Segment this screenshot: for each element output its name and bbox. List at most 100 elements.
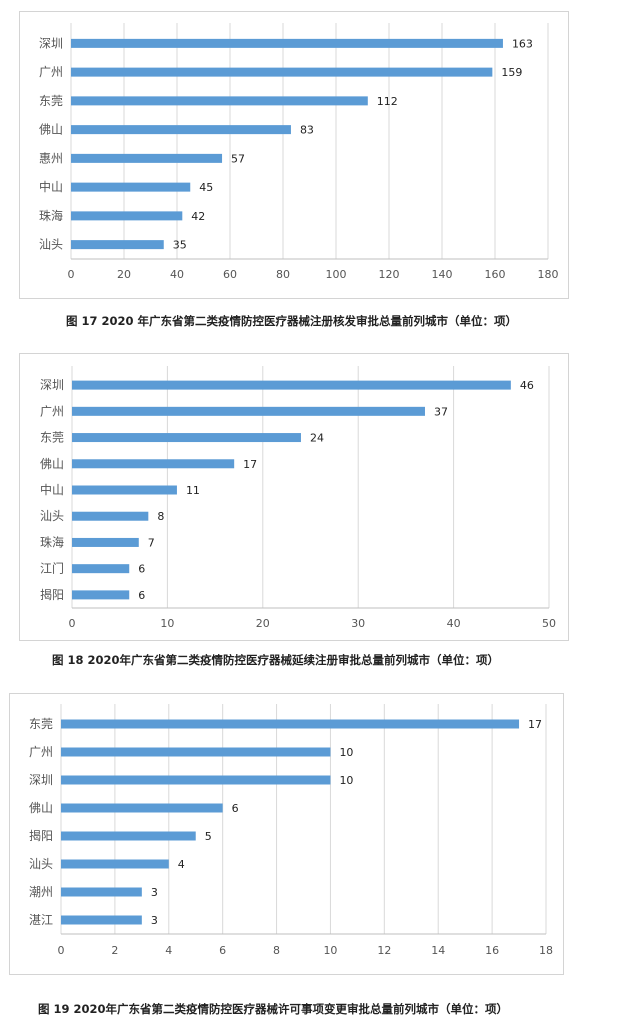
c18-value-label: 17 <box>243 458 257 471</box>
c19-value-label: 17 <box>528 718 542 731</box>
c18-bar <box>72 485 177 495</box>
c17-x-tick-label: 20 <box>117 268 131 281</box>
c17-bar <box>71 67 493 77</box>
c19-bar <box>61 747 331 757</box>
c18-bar <box>72 590 130 600</box>
c17-category-label: 佛山 <box>39 123 63 137</box>
c17-value-label: 57 <box>231 152 245 165</box>
c17-category-label: 珠海 <box>39 208 63 223</box>
c18-category-label: 深圳 <box>40 378 64 392</box>
c18-value-label: 7 <box>148 536 155 549</box>
c19-value-label: 3 <box>151 914 158 927</box>
c18-category-label: 中山 <box>40 482 64 497</box>
c19-bar <box>61 719 520 729</box>
c19-category-label: 佛山 <box>29 801 53 815</box>
c17-x-tick-label: 140 <box>432 268 453 281</box>
c18-value-label: 11 <box>186 484 200 497</box>
c18-bar <box>72 564 130 574</box>
c17-value-label: 112 <box>377 95 398 108</box>
c18-x-tick-label: 40 <box>447 617 461 630</box>
c17-value-label: 163 <box>512 37 533 50</box>
c19-category-label: 潮州 <box>29 884 53 899</box>
c17-value-label: 45 <box>199 181 213 194</box>
c18-category-label: 珠海 <box>40 534 64 549</box>
c19-value-label: 5 <box>205 830 212 843</box>
c18-bar <box>72 380 511 390</box>
c18-x-tick-label: 0 <box>69 617 76 630</box>
c17-x-tick-label: 100 <box>326 268 347 281</box>
c17-category-label: 深圳 <box>39 36 63 50</box>
chart-17-caption: 图 17 2020 年广东省第二类疫情防控医疗器械注册核发审批总量前列城市（单位… <box>66 314 518 328</box>
c18-category-label: 广州 <box>40 404 64 418</box>
c18-value-label: 46 <box>520 379 534 392</box>
chart-17-svg: 0 20 40 60 80 100 120 140 160 180 深圳 163 广州 159 东莞 112 佛… <box>39 23 559 281</box>
c17-x-tick-label: 160 <box>485 268 506 281</box>
c17-value-label: 83 <box>300 124 314 137</box>
c18-bar <box>72 406 425 416</box>
c19-x-tick-label: 8 <box>273 944 280 957</box>
c18-category-label: 佛山 <box>40 457 64 471</box>
c18-category-label: 揭阳 <box>40 587 64 602</box>
c18-bar <box>72 511 149 521</box>
c18-bar <box>72 433 301 443</box>
c17-category-label: 东莞 <box>39 94 63 108</box>
c17-x-tick-label: 0 <box>68 268 75 281</box>
c18-value-label: 8 <box>157 510 164 523</box>
c19-category-label: 广州 <box>29 745 53 759</box>
chart-18-caption: 图 18 2020年广东省第二类疫情防控医疗器械延续注册审批总量前列城市（单位：… <box>52 653 500 667</box>
c17-category-label: 惠州 <box>39 151 63 165</box>
c17-bar <box>71 182 191 192</box>
c17-value-label: 159 <box>501 66 522 79</box>
c19-value-label: 3 <box>151 886 158 899</box>
c19-x-tick-label: 0 <box>58 944 65 957</box>
c18-category-label: 汕头 <box>40 509 64 523</box>
c19-value-label: 10 <box>339 746 353 759</box>
chart-18: 0 10 20 30 40 50 深圳 46 广州 37 东莞 24 佛山 17 中山 11 汕头 8 珠海 7 江门 6… <box>19 353 569 641</box>
c17-bar <box>71 96 368 106</box>
chart-19-caption: 图 19 2020年广东省第二类疫情防控医疗器械许可事项变更审批总量前列城市（单… <box>38 1002 509 1016</box>
c17-category-label: 广州 <box>39 65 63 79</box>
c18-value-label: 24 <box>310 432 324 445</box>
c19-bar <box>61 859 169 869</box>
c19-x-tick-label: 12 <box>377 944 391 957</box>
chart-17: 0 20 40 60 80 100 120 140 160 180 深圳 163 广州 159 东莞 112 佛… <box>19 11 569 299</box>
c19-value-label: 10 <box>339 774 353 787</box>
c18-value-label: 37 <box>434 405 448 418</box>
c18-bar <box>72 459 235 469</box>
c17-category-label: 汕头 <box>39 238 63 252</box>
c17-bar <box>71 240 164 250</box>
c17-x-tick-label: 80 <box>276 268 290 281</box>
c19-x-tick-label: 4 <box>165 944 172 957</box>
c18-bar <box>72 537 139 547</box>
c19-x-tick-label: 18 <box>539 944 553 957</box>
c19-x-tick-label: 16 <box>485 944 499 957</box>
c19-value-label: 4 <box>178 858 185 871</box>
chart-18-svg: 0 10 20 30 40 50 深圳 46 广州 37 东莞 24 佛山 17 中山 11 汕头 8 珠海 7 江门 6… <box>40 366 556 630</box>
c17-value-label: 35 <box>173 239 187 252</box>
c19-category-label: 东莞 <box>29 717 53 731</box>
c19-x-tick-label: 2 <box>111 944 118 957</box>
c19-x-tick-label: 10 <box>323 944 337 957</box>
c17-bar <box>71 38 503 48</box>
c19-category-label: 汕头 <box>29 857 53 871</box>
c18-category-label: 江门 <box>40 561 64 576</box>
c17-bar <box>71 211 183 221</box>
c19-category-label: 深圳 <box>29 773 53 787</box>
c19-category-label: 湛江 <box>29 913 53 927</box>
c19-value-label: 6 <box>232 802 239 815</box>
c19-x-tick-label: 6 <box>219 944 226 957</box>
c18-value-label: 6 <box>138 589 145 602</box>
c17-bar <box>71 125 291 135</box>
c17-x-tick-label: 120 <box>379 268 400 281</box>
c17-value-label: 42 <box>191 210 205 223</box>
c19-bar <box>61 887 142 897</box>
c18-value-label: 6 <box>138 563 145 576</box>
c19-bar <box>61 915 142 925</box>
c19-bar <box>61 803 223 813</box>
c17-bar <box>71 153 223 163</box>
chart-19: 0 2 4 6 8 10 12 14 16 18 东莞 17 广州 10 深圳 10 佛山 6 揭阳 5 汕头 4 潮州 3 湛… <box>9 693 564 975</box>
c19-bar <box>61 775 331 785</box>
chart-19-svg: 0 2 4 6 8 10 12 14 16 18 东莞 17 广州 10 深圳 10 佛山 6 揭阳 5 汕头 4 潮州 3 湛… <box>29 704 553 957</box>
c18-category-label: 东莞 <box>40 431 64 445</box>
c18-x-tick-label: 10 <box>160 617 174 630</box>
